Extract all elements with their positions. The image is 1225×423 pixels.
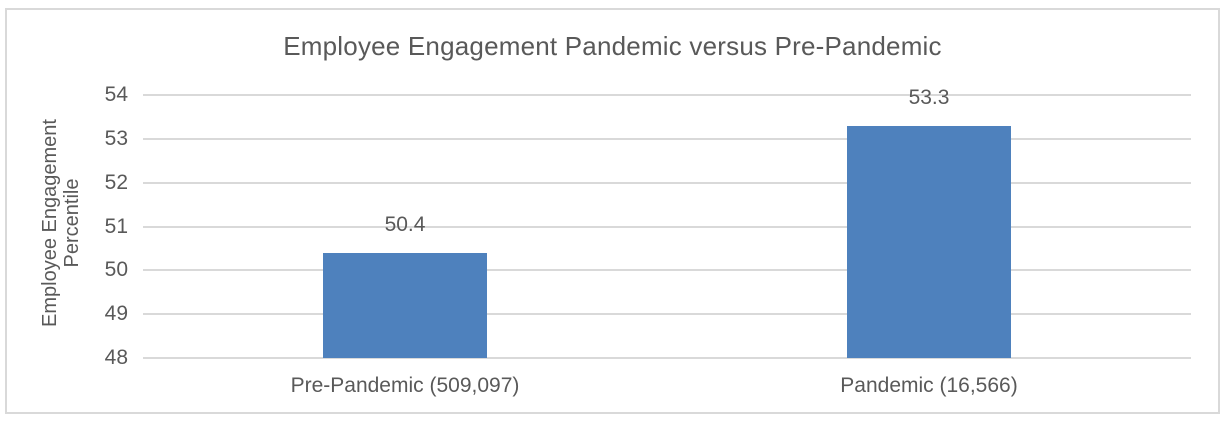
data-label: 50.4 — [384, 212, 426, 236]
y-tick-label: 48 — [104, 346, 128, 369]
gridline — [143, 225, 1191, 228]
y-tick-label: 49 — [104, 302, 128, 326]
y-tick-label: 54 — [104, 83, 128, 106]
y-tick-label: 50 — [104, 258, 128, 282]
chart-border — [5, 8, 1220, 414]
y-tick-label: 52 — [104, 170, 128, 194]
gridline — [143, 181, 1191, 184]
bar-pandemic-16-566 — [847, 125, 1011, 358]
x-axis-line — [143, 357, 1191, 359]
gridline — [143, 94, 1191, 96]
bar-pre-pandemic-509-097 — [323, 252, 487, 358]
y-tick-label: 53 — [104, 126, 128, 150]
x-axis-category-label: Pre-Pandemic (509,097) — [290, 374, 520, 397]
gridline — [143, 269, 1191, 272]
x-axis-category-label: Pandemic (16,566) — [840, 374, 1018, 397]
chart-title: Employee Engagement Pandemic versus Pre-… — [283, 31, 942, 61]
gridline — [143, 313, 1191, 316]
data-label: 53.3 — [908, 85, 950, 109]
gridline — [143, 137, 1191, 140]
y-tick-label: 51 — [104, 214, 128, 238]
